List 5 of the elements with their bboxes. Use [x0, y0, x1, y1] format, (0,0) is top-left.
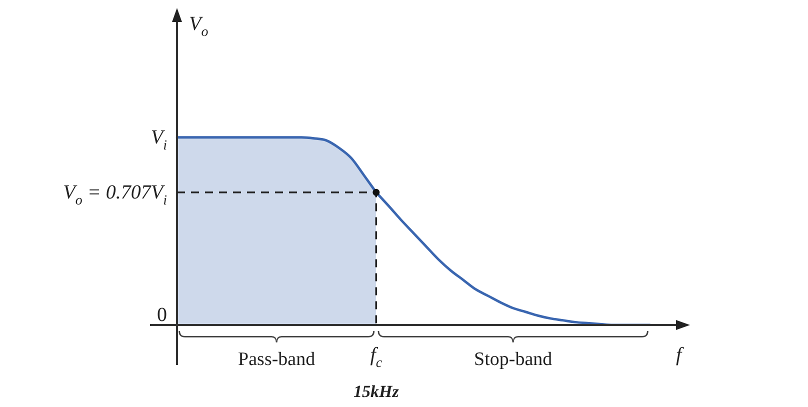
- text: Pass-band: [238, 349, 316, 370]
- text: 0: [157, 304, 167, 326]
- text: Stop-band: [474, 349, 553, 370]
- x-axis-title: f: [676, 344, 684, 366]
- text: 15kHz: [353, 382, 400, 401]
